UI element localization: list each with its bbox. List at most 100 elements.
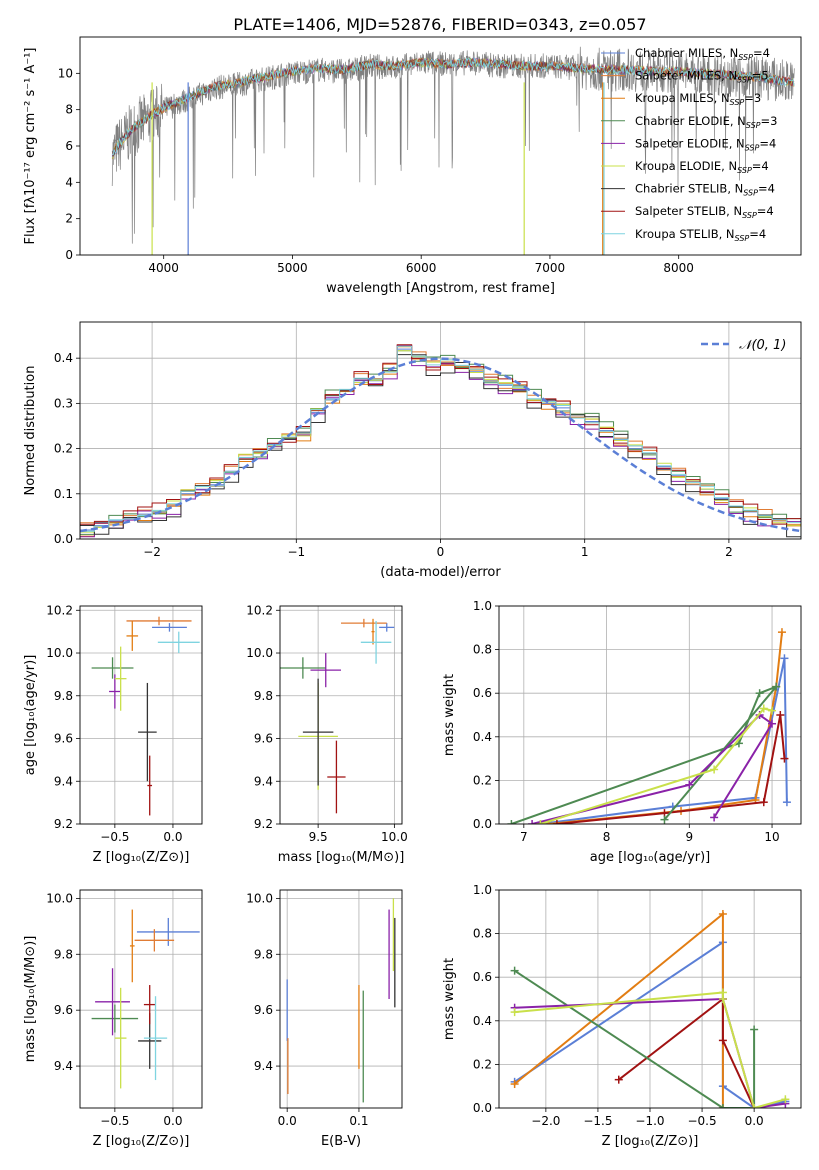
y-tick-label: 9.8 (254, 689, 273, 703)
x-tick-label: 0.0 (745, 1114, 764, 1128)
x-axis-label: age [log₁₀(age/yr)] (590, 850, 711, 865)
x-tick-label: 1 (581, 545, 589, 559)
x-tick-label: 0.0 (278, 1114, 297, 1128)
spectrum-plot-area (111, 46, 795, 255)
x-tick-label: −1.5 (583, 1114, 612, 1128)
legend-label: Kroupa STELIB, NSSP=4 (635, 227, 766, 243)
y-tick-label: 9.4 (254, 774, 273, 788)
y-tick-label: 0.4 (473, 1014, 492, 1028)
x-tick-label: 10 (764, 830, 779, 844)
figure-title: PLATE=1406, MJD=52876, FIBERID=0343, z=0… (233, 15, 646, 34)
x-tick-label: −0.5 (100, 1114, 129, 1128)
legend-label: Salpeter MILES, NSSP=5 (635, 69, 769, 85)
weight-line (513, 911, 755, 1108)
x-tick-label: −1 (287, 545, 305, 559)
y-tick-label: 2 (65, 212, 73, 226)
y-tick-label: 0.4 (473, 730, 492, 744)
y-tick-label: 4 (65, 175, 73, 189)
y-tick-label: 9.4 (54, 774, 73, 788)
y-tick-label: 0.8 (473, 927, 492, 941)
y-tick-label: 9.8 (54, 689, 73, 703)
x-tick-label: 8 (603, 830, 611, 844)
y-tick-label: 9.6 (254, 732, 273, 746)
x-tick-label: 5000 (277, 261, 308, 275)
legend-subscript: SSP (743, 189, 758, 198)
weight-line (531, 713, 774, 824)
y-tick-label: 1.0 (473, 883, 492, 897)
y-tick-label: 0.4 (54, 351, 73, 365)
y-axis-label: mass weight (442, 674, 457, 756)
y-axis-label: Flux [fλ10⁻¹⁷ erg cm⁻² s⁻¹ A⁻¹] (23, 48, 38, 245)
y-tick-label: 10.2 (246, 603, 273, 617)
legend-nssp-value: =4 (759, 136, 776, 150)
y-tick-label: 9.6 (54, 732, 73, 746)
x-tick-label: 8000 (663, 261, 694, 275)
x-axis-label: wavelength [Angstrom, rest frame] (326, 281, 555, 296)
y-tick-label: 9.8 (54, 947, 73, 961)
legend-nssp-value: =4 (753, 46, 770, 60)
mass_vs_ebv-panel: 0.0 0.1 9.4 9.6 9.8 10.0 E(B-V) (246, 889, 403, 1149)
y-tick-label: 0.3 (54, 396, 73, 410)
x-tick-label: 0.0 (163, 1114, 182, 1128)
x-axis-label: Z [log₁₀(Z/Z⊙)] (93, 1134, 190, 1149)
legend-nssp-value: =4 (758, 182, 775, 196)
normal-curve (80, 357, 801, 533)
weight_vs_age-panel: 7 8 9 10 0.0 0.2 0.4 0.6 0.8 1.0 age [log₁₀(age/yr… (442, 599, 802, 865)
y-tick-label: 0.2 (473, 773, 492, 787)
legend-label: Salpeter STELIB, NSSP=4 (635, 204, 774, 220)
axes-frame (79, 36, 802, 256)
axes-frame (79, 889, 203, 1109)
x-axis-label: Z [log₁₀(Z/Z⊙)] (93, 850, 190, 865)
legend-label: Chabrier MILES, NSSP=4 (635, 46, 770, 62)
mass_vs_ebv-plot-area (286, 898, 396, 1103)
y-tick-label: 0.2 (54, 442, 73, 456)
y-tick-label: 0.2 (473, 1057, 492, 1071)
x-tick-label: 10.0 (381, 830, 408, 844)
y-tick-label: 6 (65, 139, 73, 153)
y-axis-label: Normed distribution (23, 366, 38, 496)
residuals-plot-area (80, 344, 801, 539)
x-tick-label: −0.5 (100, 830, 129, 844)
y-tick-label: 0.6 (473, 686, 492, 700)
x-tick-label: 0.1 (349, 1114, 368, 1128)
x-tick-label: −2 (143, 545, 161, 559)
residuals-panel: −2 −1 0 1 2 0.0 0.1 0.2 0.3 0.4 (data-model)/error… (23, 321, 802, 580)
y-tick-label: 0.8 (473, 643, 492, 657)
legend-label: 𝒩(0, 1) (739, 338, 786, 353)
y-tick-label: 9.6 (254, 1003, 273, 1017)
y-tick-label: 10.0 (246, 891, 273, 905)
y-tick-label: 9.4 (54, 1059, 73, 1073)
weight_vs_Z-plot-area (510, 909, 790, 1108)
weight-line (514, 969, 756, 1108)
legend-subscript: SSP (737, 76, 752, 85)
age_vs_Z-plot-area (91, 616, 200, 816)
y-tick-label: 9.8 (254, 947, 273, 961)
legend-subscript: SSP (730, 98, 745, 107)
age_vs_Z-panel: −0.5 0.0 9.2 9.4 9.6 9.8 10.0 10.2 Z [log₁₀(Z/Z⊙… (23, 603, 203, 865)
axes-frame (279, 889, 403, 1109)
x-tick-label: 9.5 (309, 830, 328, 844)
x-tick-label: 7000 (535, 261, 566, 275)
spectrum-panel: 4000 5000 6000 7000 8000 0 2 4 6 8 10 wavelength [A… (23, 36, 802, 296)
axes-frame (498, 889, 802, 1109)
y-tick-label: 0.6 (473, 970, 492, 984)
x-tick-label: −2.0 (531, 1114, 560, 1128)
x-tick-label: 0 (437, 545, 445, 559)
y-tick-label: 1.0 (473, 599, 492, 613)
legend-nssp-value: =4 (757, 204, 774, 218)
y-tick-label: 10.2 (46, 603, 73, 617)
legend-nssp-value: =3 (761, 114, 778, 128)
axes-frame (79, 605, 203, 825)
axes-frame (79, 321, 802, 540)
legend-subscript: SSP (735, 234, 750, 243)
y-tick-label: 10.0 (246, 646, 273, 660)
y-tick-label: 9.2 (254, 817, 273, 831)
x-tick-label: −1.0 (635, 1114, 664, 1128)
x-tick-label: −0.5 (687, 1114, 716, 1128)
y-tick-label: 0 (65, 248, 73, 262)
weight-line (540, 658, 788, 824)
weight-line (540, 707, 773, 824)
y-axis-label: mass [log₁₀(M/M⊙)] (23, 936, 38, 1063)
y-tick-label: 10.0 (46, 646, 73, 660)
